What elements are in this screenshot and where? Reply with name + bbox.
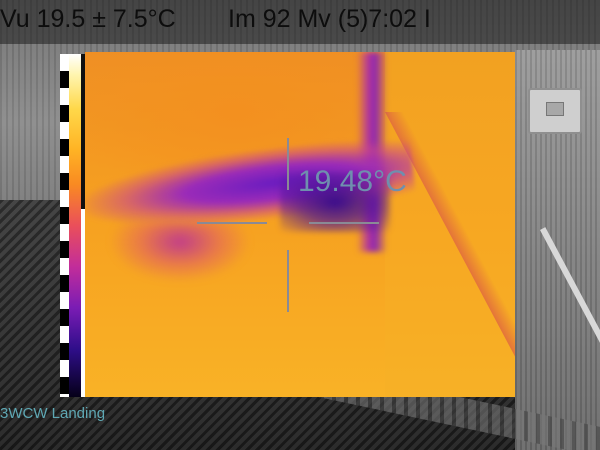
wall-socket [528,88,582,134]
image-info-readout: Im 92 Mv (5)7:02 I [228,5,431,33]
scale-marker-lower [81,209,85,397]
scale-ticks [60,54,69,397]
thermal-cold-drop [100,222,260,302]
spot-temperature: 19.48°C [298,165,407,198]
status-bar: Vu 19.5 ± 7.5°C Im 92 Mv (5)7:02 I [0,0,600,44]
thermal-image-overlay[interactable] [85,52,515,397]
palette-gradient [69,54,84,397]
scale-marker-upper [81,54,85,209]
temperature-range-readout: Vu 19.5 ± 7.5°C [0,5,176,33]
color-scale-bar [60,54,85,397]
thermal-right-wall [385,52,515,397]
location-label: 3WCW Landing [0,405,106,422]
